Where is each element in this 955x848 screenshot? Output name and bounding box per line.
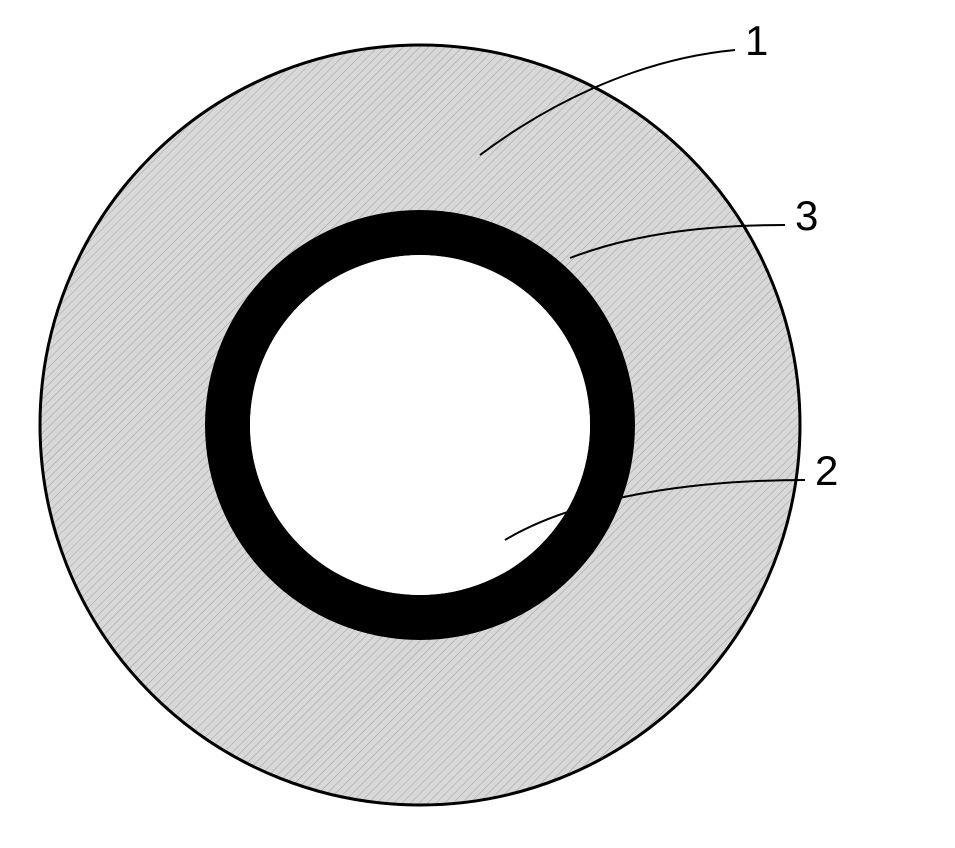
label-l1: 1 <box>745 17 768 64</box>
label-l3: 3 <box>795 192 818 239</box>
inner-circle <box>250 255 590 595</box>
label-l2: 2 <box>815 447 838 494</box>
